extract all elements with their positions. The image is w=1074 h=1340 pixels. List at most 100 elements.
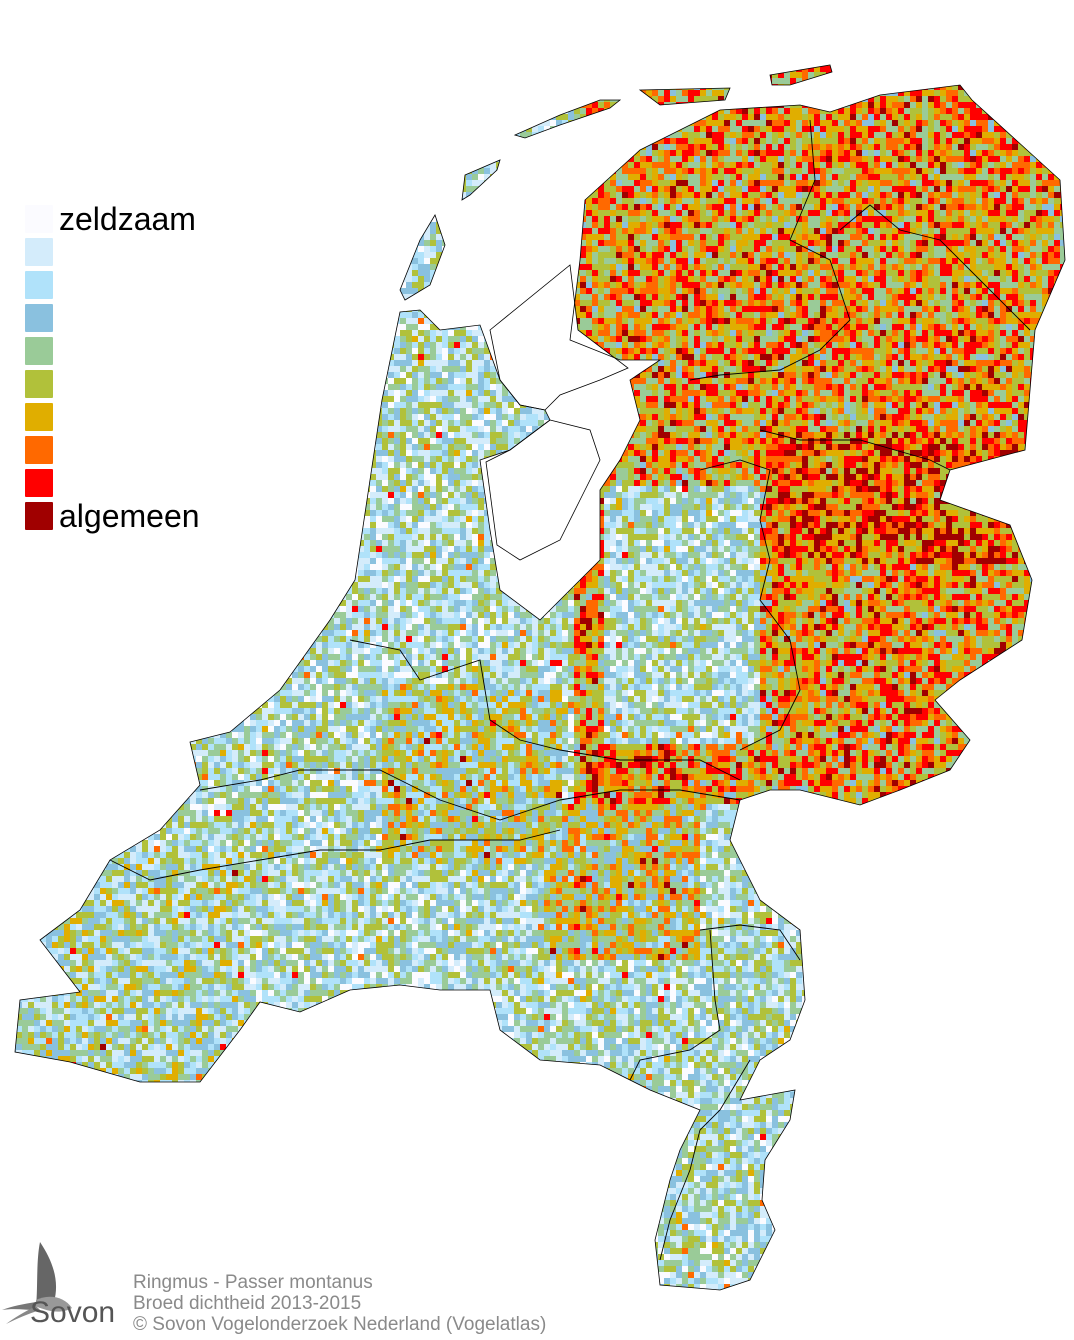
grid-cell bbox=[514, 66, 520, 72]
grid-cell bbox=[64, 180, 70, 186]
grid-cell bbox=[112, 156, 118, 162]
grid-cell bbox=[904, 120, 910, 126]
grid-cell bbox=[94, 186, 100, 192]
grid-cell bbox=[796, 84, 802, 90]
grid-cell bbox=[1006, 174, 1012, 180]
grid-cell bbox=[622, 144, 628, 150]
grid-cell bbox=[916, 222, 922, 228]
grid-cell bbox=[742, 168, 748, 174]
grid-cell bbox=[226, 65, 232, 66]
grid-cell bbox=[778, 198, 784, 204]
grid-cell bbox=[166, 174, 172, 180]
grid-cell bbox=[922, 204, 928, 210]
grid-cell bbox=[202, 222, 208, 228]
grid-cell bbox=[562, 114, 568, 120]
grid-cell bbox=[862, 114, 868, 120]
grid-cell bbox=[910, 156, 916, 162]
grid-cell bbox=[364, 78, 370, 84]
grid-cell bbox=[442, 228, 448, 234]
grid-cell bbox=[670, 132, 676, 138]
grid-cell bbox=[424, 198, 430, 204]
grid-cell bbox=[868, 204, 874, 210]
grid-cell bbox=[814, 222, 820, 228]
grid-cell bbox=[262, 156, 268, 162]
grid-cell bbox=[880, 186, 886, 192]
grid-cell bbox=[724, 132, 730, 138]
grid-cell bbox=[784, 168, 790, 174]
grid-cell bbox=[334, 156, 340, 162]
grid-cell bbox=[1030, 132, 1036, 138]
grid-cell bbox=[862, 186, 868, 192]
grid-cell bbox=[28, 66, 34, 72]
grid-cell bbox=[742, 186, 748, 192]
grid-cell bbox=[496, 150, 502, 156]
grid-cell bbox=[16, 66, 22, 72]
grid-cell bbox=[382, 210, 388, 216]
grid-cell bbox=[148, 66, 154, 72]
grid-cell bbox=[652, 198, 658, 204]
grid-cell bbox=[706, 72, 712, 78]
grid-cell bbox=[214, 174, 220, 180]
grid-cell bbox=[490, 66, 496, 72]
grid-cell bbox=[550, 78, 556, 84]
grid-cell bbox=[154, 156, 160, 162]
grid-cell bbox=[1030, 180, 1036, 186]
grid-cell bbox=[280, 198, 286, 204]
grid-cell bbox=[88, 138, 94, 144]
grid-cell bbox=[400, 84, 406, 90]
grid-cell bbox=[262, 144, 268, 150]
grid-cell bbox=[736, 162, 742, 168]
grid-cell bbox=[298, 114, 304, 120]
grid-cell bbox=[238, 90, 244, 96]
grid-cell bbox=[172, 186, 178, 192]
grid-cell bbox=[58, 72, 64, 78]
grid-cell bbox=[178, 186, 184, 192]
grid-cell bbox=[52, 150, 58, 156]
grid-cell bbox=[556, 114, 562, 120]
grid-cell bbox=[70, 96, 76, 102]
grid-cell bbox=[562, 126, 568, 132]
grid-cell bbox=[1036, 222, 1042, 228]
grid-cell bbox=[154, 174, 160, 180]
grid-cell bbox=[508, 126, 514, 132]
grid-cell bbox=[202, 120, 208, 126]
grid-cell bbox=[850, 102, 856, 108]
grid-cell bbox=[292, 126, 298, 132]
grid-cell bbox=[556, 150, 562, 156]
grid-cell bbox=[592, 204, 598, 210]
grid-cell bbox=[184, 138, 190, 144]
grid-cell bbox=[118, 156, 124, 162]
grid-cell bbox=[82, 126, 88, 132]
grid-cell bbox=[286, 108, 292, 114]
grid-cell bbox=[676, 186, 682, 192]
grid-cell bbox=[160, 108, 166, 114]
grid-cell bbox=[412, 132, 418, 138]
grid-cell bbox=[574, 108, 580, 114]
grid-cell bbox=[1012, 126, 1018, 132]
grid-cell bbox=[976, 174, 982, 180]
grid-cell bbox=[220, 138, 226, 144]
grid-cell bbox=[754, 120, 760, 126]
grid-cell bbox=[244, 126, 250, 132]
grid-cell bbox=[712, 144, 718, 150]
grid-cell bbox=[664, 66, 670, 72]
grid-cell bbox=[394, 96, 400, 102]
grid-cell bbox=[478, 198, 484, 204]
grid-cell bbox=[46, 126, 52, 132]
grid-cell bbox=[568, 138, 574, 144]
grid-cell bbox=[1000, 162, 1006, 168]
grid-cell bbox=[1066, 108, 1072, 114]
grid-cell bbox=[1054, 228, 1060, 234]
grid-cell bbox=[208, 108, 214, 114]
grid-cell bbox=[418, 138, 424, 144]
grid-cell bbox=[622, 120, 628, 126]
grid-cell bbox=[226, 192, 232, 198]
grid-cell bbox=[436, 234, 442, 240]
grid-cell bbox=[1012, 180, 1018, 186]
grid-cell bbox=[886, 96, 892, 102]
grid-cell bbox=[490, 72, 496, 78]
grid-cell bbox=[964, 192, 970, 198]
grid-cell bbox=[958, 216, 964, 222]
grid-cell bbox=[1042, 120, 1048, 126]
grid-cell bbox=[436, 108, 442, 114]
